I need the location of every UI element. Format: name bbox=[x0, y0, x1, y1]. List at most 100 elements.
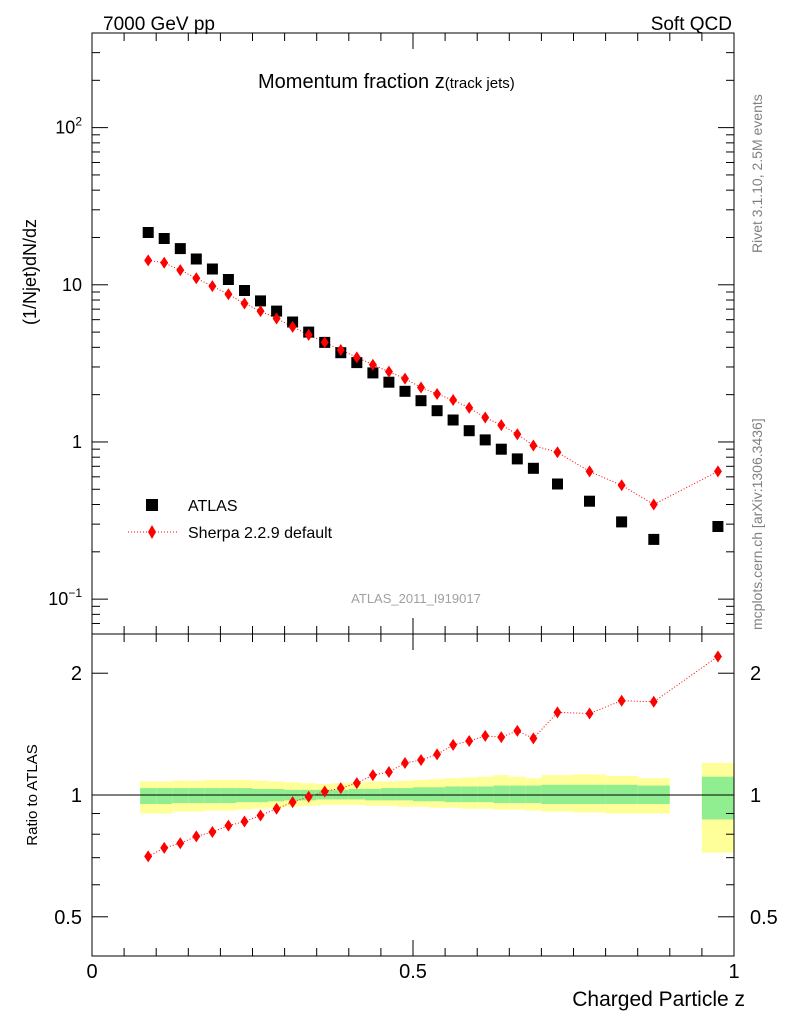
legend-sherpa-label: Sherpa 2.2.9 default bbox=[188, 525, 333, 542]
atlas-data-point bbox=[142, 227, 154, 238]
x-axis-label: Charged Particle z bbox=[572, 988, 745, 1011]
atlas-data-point bbox=[527, 462, 539, 474]
legend-atlas-marker bbox=[146, 499, 158, 511]
ratio-data-point bbox=[224, 819, 233, 832]
ratio-y-tick-label-left: 0.5 bbox=[54, 907, 82, 929]
ratio-data-point bbox=[513, 724, 522, 737]
ratio-data-point bbox=[465, 734, 474, 747]
sherpa-data-point bbox=[449, 393, 458, 406]
sherpa-data-point bbox=[649, 498, 658, 511]
ratio-inner-band bbox=[140, 788, 157, 805]
atlas-data-point bbox=[447, 414, 459, 426]
ratio-data-point bbox=[433, 748, 442, 761]
atlas-data-point bbox=[415, 395, 427, 407]
sherpa-data-point bbox=[497, 419, 506, 432]
ratio-data-point bbox=[553, 706, 562, 719]
ratio-y-tick-label-right: 2 bbox=[750, 663, 761, 685]
ratio-panel: 2 2 1 1 0.5 0.5 0 0.5 1 Ratio to ATLAS Charged P… bbox=[24, 633, 778, 1011]
x-tick-label: 0.5 bbox=[399, 961, 427, 983]
sherpa-data-point bbox=[617, 479, 626, 492]
main-plot-marks bbox=[142, 227, 724, 545]
ratio-inner-band bbox=[477, 786, 494, 803]
atlas-data-point bbox=[174, 243, 186, 255]
sherpa-series-line bbox=[148, 259, 719, 506]
ratio-inner-band bbox=[541, 784, 574, 805]
ratio-inner-band bbox=[573, 784, 606, 805]
ratio-inner-band bbox=[493, 785, 510, 804]
ratio-data-point bbox=[336, 782, 345, 795]
ratio-inner-band bbox=[509, 785, 526, 804]
ratio-y-tick-label-left: 2 bbox=[71, 663, 82, 685]
ratio-data-point bbox=[272, 802, 281, 815]
atlas-data-point bbox=[206, 263, 218, 275]
ratio-inner-band bbox=[605, 784, 638, 805]
x-tick-label: 0 bbox=[86, 961, 97, 983]
ratio-inner-band bbox=[172, 788, 189, 804]
sherpa-data-point bbox=[336, 343, 345, 356]
main-y-tick-label: 1 bbox=[72, 432, 82, 452]
ratio-inner-band bbox=[188, 788, 205, 804]
sherpa-data-point bbox=[368, 358, 377, 371]
sherpa-data-point bbox=[513, 428, 522, 441]
atlas-data-point bbox=[399, 385, 411, 397]
ratio-y-tick-label-left: 1 bbox=[71, 785, 82, 807]
ratio-data-point bbox=[176, 837, 185, 850]
ratio-plot-marks bbox=[144, 650, 722, 863]
atlas-data-point bbox=[552, 478, 563, 490]
sherpa-data-point bbox=[481, 411, 490, 424]
atlas-data-point bbox=[463, 425, 475, 437]
sherpa-data-point bbox=[144, 254, 153, 267]
atlas-data-point bbox=[190, 253, 202, 265]
atlas-data-point bbox=[648, 533, 660, 545]
ratio-data-point bbox=[320, 785, 329, 798]
ratio-data-point bbox=[529, 732, 538, 745]
ratio-inner-band bbox=[204, 788, 221, 804]
ratio-data-point bbox=[304, 790, 313, 803]
legend-atlas-label: ATLAS bbox=[188, 498, 238, 515]
ratio-y-tick-label-right: 1 bbox=[750, 785, 761, 807]
sherpa-data-point bbox=[208, 280, 217, 293]
ratio-y-tick-label-right: 0.5 bbox=[750, 907, 778, 929]
sherpa-data-point bbox=[256, 305, 265, 318]
header-category-label: Soft QCD bbox=[651, 14, 732, 35]
sherpa-data-point bbox=[240, 297, 249, 310]
sherpa-data-point bbox=[713, 465, 722, 478]
sherpa-data-point bbox=[160, 256, 169, 269]
ratio-data-point bbox=[617, 694, 626, 707]
ratio-inner-band bbox=[413, 787, 430, 802]
sherpa-data-point bbox=[352, 351, 361, 364]
ratio-uncertainty-bands bbox=[140, 762, 734, 853]
legend: ATLAS Sherpa 2.2.9 default bbox=[128, 498, 333, 542]
ratio-data-point bbox=[144, 850, 153, 863]
main-plot-frame bbox=[91, 32, 735, 635]
legend-sherpa-marker bbox=[148, 525, 156, 539]
x-tick-label: 1 bbox=[728, 961, 739, 983]
main-y-tick-label: 10 bbox=[62, 275, 82, 295]
sherpa-data-point bbox=[224, 288, 233, 301]
sherpa-data-point bbox=[400, 372, 409, 385]
ratio-y-axis-label: Ratio to ATLAS bbox=[24, 744, 41, 845]
sherpa-data-point bbox=[465, 401, 474, 414]
ratio-data-point bbox=[585, 707, 594, 720]
sherpa-data-point bbox=[433, 387, 442, 400]
ratio-data-point bbox=[256, 809, 265, 822]
sherpa-data-point bbox=[417, 381, 426, 394]
ratio-data-point bbox=[649, 695, 658, 708]
sherpa-data-point bbox=[272, 312, 281, 325]
atlas-data-point bbox=[584, 495, 595, 507]
ratio-inner-band bbox=[429, 787, 446, 802]
ratio-data-point bbox=[400, 756, 409, 769]
ratio-data-point bbox=[449, 738, 458, 751]
ratio-data-point bbox=[713, 650, 722, 663]
atlas-data-point bbox=[383, 376, 395, 388]
main-y-tick-label: 102 bbox=[55, 115, 82, 138]
atlas-data-point bbox=[511, 453, 523, 465]
ratio-inner-band bbox=[445, 786, 462, 803]
ratio-data-point bbox=[384, 765, 393, 778]
ratio-plot-frame bbox=[91, 633, 735, 957]
ratio-data-point bbox=[417, 754, 426, 767]
atlas-data-point bbox=[712, 521, 724, 532]
main-y-axis-label: (1/Njet)dN/dz bbox=[20, 219, 40, 325]
main-chart-title: Momentum fraction z(track jets) bbox=[258, 71, 515, 93]
